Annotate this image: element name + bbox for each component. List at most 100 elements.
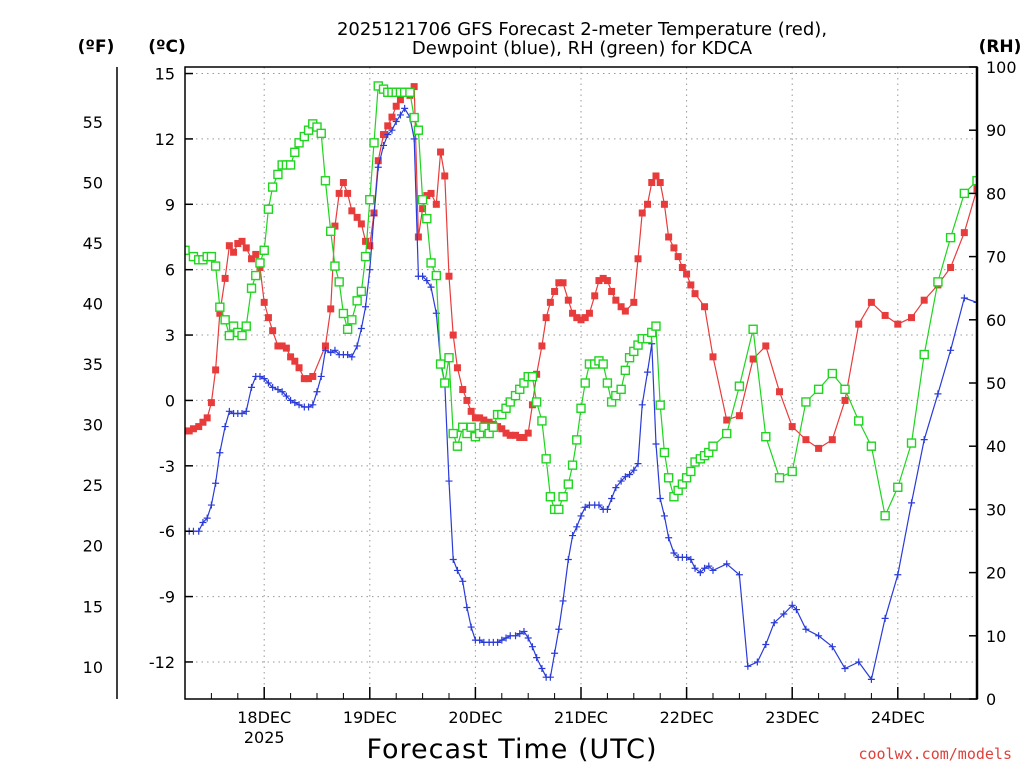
dewpoint-point bbox=[520, 627, 528, 635]
temperature-point bbox=[542, 314, 550, 322]
rh-point bbox=[338, 308, 349, 319]
dewpoint-point bbox=[512, 632, 520, 640]
rh-point bbox=[320, 176, 331, 186]
temperature-point bbox=[920, 296, 928, 304]
dewpoint-point bbox=[344, 351, 352, 359]
dewpoint-point bbox=[644, 368, 652, 376]
rh-tick-label: 80 bbox=[986, 184, 1006, 203]
rh-point bbox=[576, 403, 586, 413]
dewpoint-point bbox=[770, 619, 778, 627]
dewpoint-point bbox=[427, 283, 435, 291]
dewpoint-point bbox=[278, 388, 286, 396]
temperature-point bbox=[353, 213, 361, 221]
x-tick-label: 22DEC bbox=[660, 708, 714, 727]
dewpoint-point bbox=[691, 564, 699, 572]
rh-point bbox=[906, 438, 917, 448]
dewpoint-point bbox=[212, 479, 220, 487]
temperature-point bbox=[476, 414, 484, 422]
temperature-point bbox=[437, 148, 445, 156]
rh-point bbox=[748, 324, 758, 334]
dewpoint-point bbox=[617, 477, 625, 485]
dewpoint-point bbox=[533, 654, 541, 662]
temperature-point bbox=[595, 277, 603, 285]
temperature-point bbox=[392, 102, 400, 110]
temperature-point bbox=[374, 157, 382, 165]
temperature-point bbox=[723, 416, 731, 424]
c-tick-label: -12 bbox=[149, 653, 175, 672]
dewpoint-point bbox=[392, 117, 400, 125]
c-tick-label: 6 bbox=[165, 261, 175, 280]
f-tick-label: 40 bbox=[83, 295, 103, 314]
f-tick-label: 30 bbox=[83, 416, 103, 435]
dewpoint-point bbox=[502, 634, 510, 642]
temperature-point bbox=[230, 248, 238, 256]
temperature-point bbox=[644, 200, 652, 208]
x-tick-label: 20DEC bbox=[448, 708, 502, 727]
temperature-point bbox=[366, 242, 374, 250]
temperature-point bbox=[498, 425, 506, 433]
temperature-point bbox=[278, 342, 286, 350]
rh-point bbox=[572, 435, 582, 445]
temperature-point bbox=[295, 364, 303, 372]
temperature-point bbox=[591, 292, 599, 300]
dewpoint-point bbox=[357, 325, 365, 333]
rh-point bbox=[255, 258, 265, 268]
rh-point bbox=[365, 195, 375, 205]
dewpoint-point bbox=[516, 630, 524, 638]
dewpoint-point bbox=[195, 527, 203, 535]
temperature-point bbox=[855, 320, 863, 328]
x-tick-label: 24DEC bbox=[871, 708, 925, 727]
temperature-point bbox=[670, 244, 678, 252]
temperature-point bbox=[321, 342, 329, 350]
rh-point bbox=[369, 138, 379, 148]
dewpoint-point bbox=[855, 658, 863, 666]
dewpoint-point bbox=[248, 383, 256, 391]
rh-point bbox=[246, 283, 257, 293]
chart-title-line1: 2025121706 GFS Forecast 2-meter Temperat… bbox=[337, 19, 827, 40]
dewpoint-point bbox=[313, 388, 321, 396]
temperature-point bbox=[546, 298, 554, 306]
temperature-point bbox=[185, 427, 193, 435]
rh-point bbox=[316, 128, 326, 139]
rh-point bbox=[347, 315, 357, 325]
rh-point bbox=[405, 87, 415, 97]
dewpoint-point bbox=[476, 636, 484, 644]
temperature-point bbox=[269, 327, 277, 335]
temperature-point bbox=[559, 279, 567, 287]
temperature-point bbox=[735, 412, 743, 420]
dewpoint-point bbox=[660, 512, 668, 520]
temperature-point bbox=[512, 431, 520, 439]
dewpoint-point bbox=[612, 484, 620, 492]
rh-point bbox=[251, 270, 261, 281]
dewpoint-point bbox=[374, 163, 382, 171]
rh-point bbox=[431, 270, 442, 281]
dewpoint-point bbox=[973, 298, 977, 306]
temperature-point bbox=[776, 388, 784, 396]
dewpoint-point bbox=[555, 625, 563, 633]
temperature-point bbox=[960, 229, 968, 237]
temperature-point bbox=[467, 407, 475, 415]
rh-point bbox=[290, 147, 300, 158]
dewpoint-point bbox=[498, 636, 506, 644]
temperature-point bbox=[388, 113, 396, 121]
dewpoint-point bbox=[705, 562, 713, 570]
rh-point bbox=[854, 416, 864, 426]
temperature-point bbox=[287, 353, 295, 361]
temperature-point bbox=[506, 431, 514, 439]
rh-point bbox=[933, 277, 943, 287]
dewpoint-point bbox=[348, 353, 356, 361]
rh-point bbox=[417, 195, 428, 205]
rh-point bbox=[285, 160, 296, 170]
rh-point bbox=[659, 447, 670, 458]
dewpoint-point bbox=[656, 495, 664, 503]
temperature-point bbox=[362, 237, 370, 245]
temperature-point bbox=[656, 179, 664, 187]
temperature-point bbox=[449, 331, 457, 339]
rh-point bbox=[263, 204, 274, 214]
dewpoint-point bbox=[401, 104, 409, 112]
temperature-point bbox=[538, 342, 546, 350]
rh-point bbox=[444, 353, 454, 363]
dewpoint-point bbox=[327, 348, 335, 356]
temperature-point bbox=[216, 309, 224, 317]
dewpoint-point bbox=[559, 597, 567, 605]
